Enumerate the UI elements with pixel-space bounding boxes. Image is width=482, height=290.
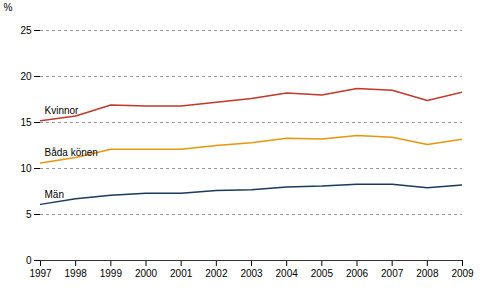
svg-text:10: 10: [20, 163, 32, 174]
svg-text:2004: 2004: [276, 268, 299, 279]
svg-text:5: 5: [26, 209, 32, 220]
svg-text:2003: 2003: [240, 268, 263, 279]
svg-text:2007: 2007: [381, 268, 404, 279]
svg-text:2006: 2006: [346, 268, 369, 279]
svg-text:%: %: [4, 2, 13, 13]
svg-text:1999: 1999: [100, 268, 123, 279]
svg-text:2002: 2002: [205, 268, 228, 279]
svg-text:25: 25: [20, 25, 32, 36]
svg-text:2000: 2000: [135, 268, 158, 279]
svg-text:2001: 2001: [170, 268, 193, 279]
svg-text:1997: 1997: [29, 268, 52, 279]
svg-text:0: 0: [26, 255, 32, 266]
svg-text:Båda könen: Båda könen: [45, 147, 98, 158]
svg-text:2008: 2008: [416, 268, 439, 279]
svg-text:1998: 1998: [65, 268, 88, 279]
svg-text:Män: Män: [45, 189, 64, 200]
svg-text:2009: 2009: [451, 268, 474, 279]
svg-text:20: 20: [20, 71, 32, 82]
svg-text:2005: 2005: [311, 268, 334, 279]
svg-text:15: 15: [20, 117, 32, 128]
svg-text:Kvinnor: Kvinnor: [45, 105, 80, 116]
